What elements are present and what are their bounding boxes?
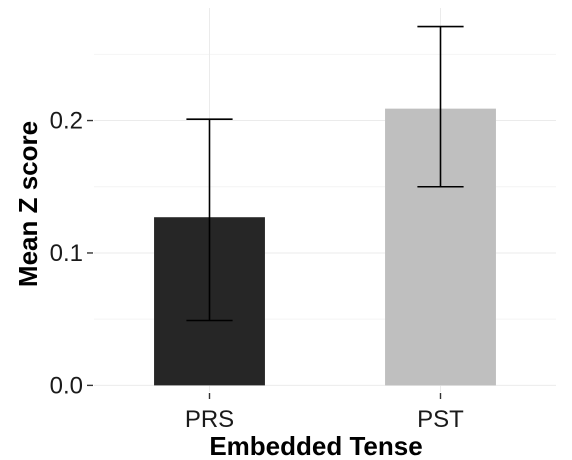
error-bars <box>186 25 464 322</box>
y-axis-title: Mean Z score <box>13 121 43 287</box>
x-axis-title: Embedded Tense <box>209 431 422 460</box>
x-tick-label: PST <box>417 406 464 433</box>
y-tick-label: 0.0 <box>50 372 83 399</box>
bars <box>154 108 496 386</box>
axes: 0.0 0.1 0.2 PRS PST <box>50 108 465 433</box>
y-tick-label: 0.2 <box>50 108 83 135</box>
y-tick-label: 0.1 <box>50 240 83 267</box>
x-tick-label: PRS <box>185 406 234 433</box>
